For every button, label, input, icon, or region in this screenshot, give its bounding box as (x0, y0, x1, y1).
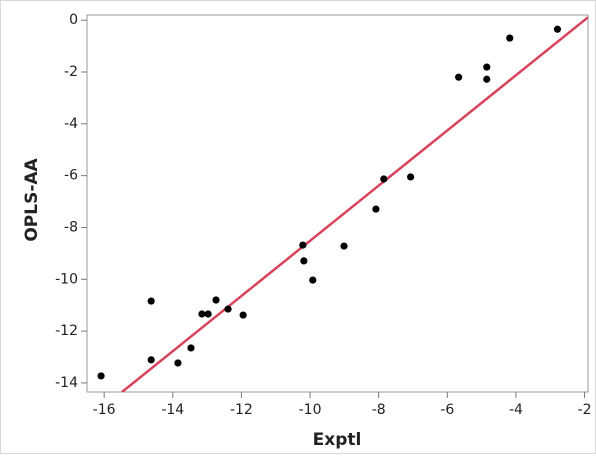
y-tick-label: -14 (55, 375, 78, 391)
point (204, 310, 212, 318)
fit-line (121, 16, 588, 392)
x-tick-label: -6 (440, 402, 454, 418)
x-tick-label: -12 (230, 402, 253, 418)
point (506, 34, 514, 42)
point (380, 175, 388, 183)
point (187, 344, 195, 352)
plot-area (86, 14, 589, 393)
y-tick-label: -6 (64, 168, 78, 184)
point (239, 311, 247, 319)
point (299, 241, 307, 249)
x-tick-label: -10 (299, 402, 322, 418)
point (174, 359, 182, 367)
point (406, 173, 415, 181)
x-tick-label: -16 (93, 402, 116, 418)
point (553, 25, 562, 33)
point (309, 276, 317, 284)
point (147, 356, 155, 364)
point (212, 296, 220, 304)
x-tick-label: -14 (161, 402, 184, 418)
y-axis-label: OPLS-AA (22, 157, 42, 241)
point (147, 297, 155, 305)
x-tick-label: -2 (578, 402, 592, 418)
x-tick-label: -8 (372, 402, 386, 418)
point (224, 305, 232, 313)
point (455, 73, 463, 81)
y-tick-label: 0 (69, 12, 78, 28)
x-tick-label: -4 (509, 402, 523, 418)
point (97, 372, 105, 380)
y-tick-label: -4 (64, 116, 78, 132)
point (300, 257, 308, 265)
y-tick-label: -10 (55, 271, 78, 287)
x-axis-label: Exptl (313, 430, 362, 450)
y-tick-label: -8 (64, 219, 78, 235)
point (198, 310, 206, 318)
y-tick-label: -2 (64, 64, 78, 80)
point (340, 242, 348, 250)
point (483, 63, 491, 71)
point (483, 75, 491, 83)
y-tick-label: -12 (55, 323, 78, 339)
point (372, 205, 380, 213)
